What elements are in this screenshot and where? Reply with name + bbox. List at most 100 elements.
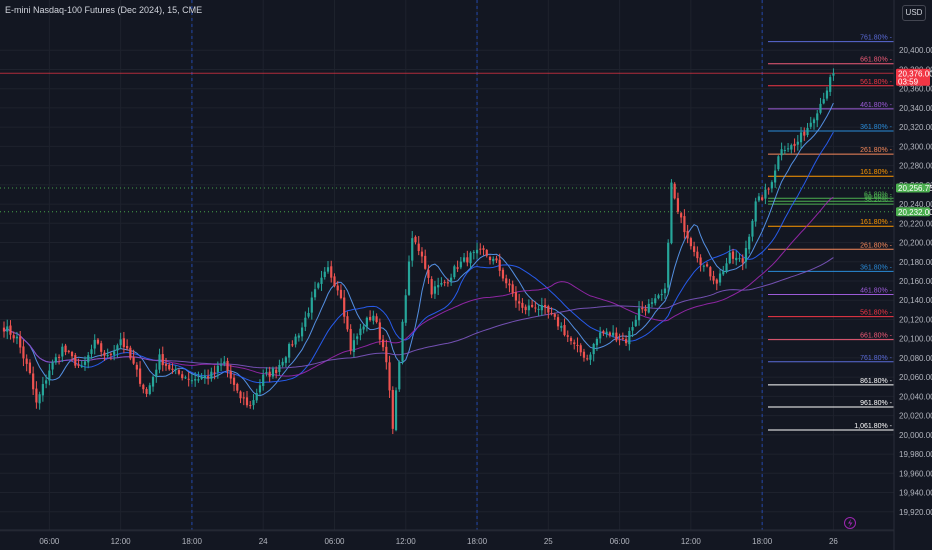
- candle-body: [252, 400, 255, 406]
- fib-level-label: 561.80% -: [860, 310, 893, 317]
- fib-level-label: 561.80% -: [860, 79, 893, 86]
- candle-body: [783, 150, 786, 152]
- candle-body: [822, 99, 825, 104]
- time-tick-label: 12:00: [396, 537, 417, 546]
- candle-body: [35, 388, 38, 403]
- candle-body: [190, 380, 194, 382]
- fib-level-label: 661.80% -: [860, 57, 893, 64]
- time-tick-label: 06:00: [39, 537, 60, 546]
- price-badge-label: 20,376.00: [898, 69, 932, 78]
- price-tick-label: 20,400.00: [899, 46, 932, 55]
- candle-body: [748, 236, 751, 250]
- candle-body: [184, 377, 187, 379]
- candle-body: [459, 261, 462, 268]
- candle-body: [446, 282, 449, 284]
- candle-body: [654, 298, 657, 304]
- candle-body: [64, 345, 67, 353]
- candle-body: [304, 317, 307, 327]
- fib-level-label: 461.80% -: [860, 102, 893, 109]
- candle-body: [803, 131, 806, 136]
- moving-average-21: [3, 131, 834, 384]
- candle-body: [391, 389, 394, 429]
- fib-level-label: 38.20% -: [864, 197, 893, 204]
- candle-body: [57, 356, 61, 358]
- candle-body: [168, 364, 171, 370]
- currency-button[interactable]: USD: [902, 5, 926, 21]
- candle-body: [174, 368, 177, 370]
- candle-body: [67, 350, 70, 352]
- candle-body: [372, 315, 375, 321]
- candle-body: [226, 360, 229, 371]
- candle-body: [735, 257, 738, 261]
- price-tick-label: 19,980.00: [899, 450, 932, 459]
- moving-average-100: [3, 257, 834, 369]
- candle-body: [683, 216, 686, 233]
- candle-body: [663, 288, 667, 294]
- candle-body: [9, 325, 12, 335]
- candle-body: [197, 379, 200, 381]
- candle-body: [2, 327, 6, 332]
- candle-body: [450, 277, 453, 282]
- candle-body: [278, 364, 281, 373]
- candle-body: [472, 251, 475, 253]
- candle-body: [456, 267, 459, 269]
- candle-body: [15, 336, 19, 339]
- candle-body: [187, 378, 190, 380]
- candle-body: [151, 376, 155, 387]
- candle-body: [482, 248, 485, 250]
- candle-body: [790, 145, 793, 150]
- candle-body: [501, 269, 505, 279]
- candle-body: [207, 376, 210, 379]
- fib-level-label: 461.80% -: [860, 287, 893, 294]
- price-tick-label: 19,920.00: [899, 508, 932, 517]
- candle-body: [443, 281, 446, 283]
- candle-body: [271, 368, 275, 377]
- candle-body: [757, 196, 761, 201]
- candle-body: [440, 282, 443, 285]
- candle-body: [129, 347, 132, 359]
- candle-body: [809, 122, 812, 127]
- candle-body: [38, 394, 41, 404]
- candle-body: [569, 337, 573, 342]
- candle-body: [258, 385, 262, 393]
- candle-body: [437, 285, 440, 288]
- candle-body: [644, 308, 647, 312]
- candle-body: [676, 198, 680, 212]
- candle-body: [657, 295, 660, 299]
- candle-body: [96, 339, 100, 344]
- candle-body: [148, 385, 151, 394]
- candle-body: [427, 269, 430, 278]
- candle-body: [579, 345, 582, 353]
- candle-body: [54, 357, 57, 363]
- candle-body: [255, 393, 258, 401]
- candle-body: [751, 220, 754, 237]
- candle-body: [488, 256, 492, 261]
- candle-body: [754, 201, 757, 222]
- candle-body: [229, 371, 232, 379]
- candle-body: [667, 242, 670, 288]
- candle-body: [628, 330, 631, 345]
- candle-body: [90, 349, 93, 354]
- candle-body: [605, 331, 608, 335]
- candle-body: [74, 355, 77, 366]
- candle-body: [589, 354, 592, 360]
- price-badge-label: 20,232.00: [898, 208, 932, 217]
- candle-body: [77, 364, 80, 366]
- candle-body: [521, 302, 524, 308]
- candle-body: [32, 373, 35, 390]
- candle-body: [466, 257, 469, 263]
- candle-body: [566, 335, 569, 337]
- candle-body: [171, 368, 174, 370]
- lightning-icon[interactable]: [844, 517, 856, 529]
- candle-body: [365, 317, 368, 327]
- price-axis[interactable]: [893, 0, 932, 550]
- candle-body: [462, 257, 466, 262]
- candle-body: [475, 249, 479, 254]
- candle-body: [540, 305, 543, 311]
- grid: [0, 0, 894, 532]
- candle-body: [718, 273, 722, 283]
- candle-body: [80, 365, 83, 367]
- candle-body: [223, 361, 226, 364]
- fib-level-label: 961.80% -: [860, 400, 893, 407]
